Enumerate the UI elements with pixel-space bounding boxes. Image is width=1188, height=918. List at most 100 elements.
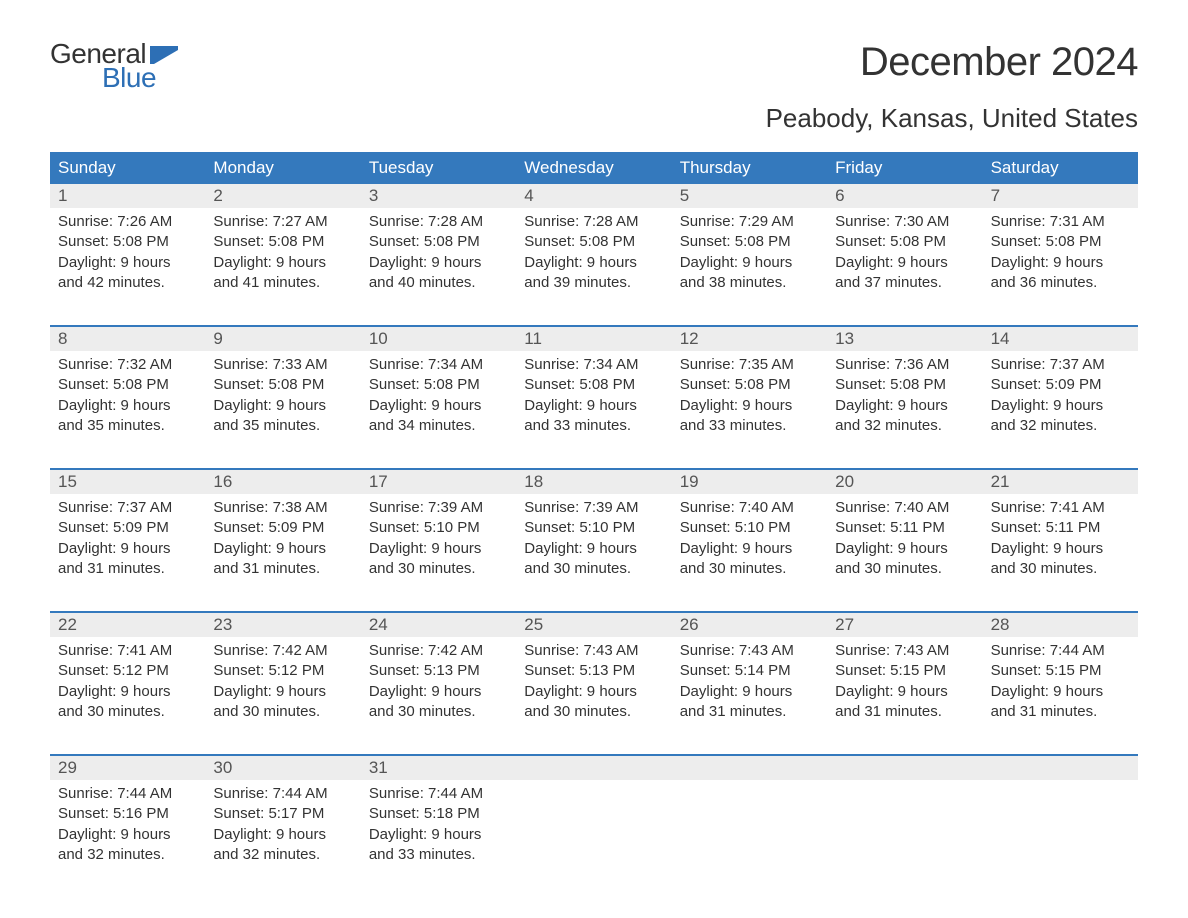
date-number: 19 <box>672 470 827 494</box>
day-cell: Sunrise: 7:27 AMSunset: 5:08 PMDaylight:… <box>205 208 360 297</box>
calendar-week: 891011121314Sunrise: 7:32 AMSunset: 5:08… <box>50 325 1138 440</box>
daylight-text-1: Daylight: 9 hours <box>58 825 197 845</box>
daylight-text-2: and 30 minutes. <box>369 702 508 722</box>
day-header-wed: Wednesday <box>516 152 671 184</box>
daylight-text-1: Daylight: 9 hours <box>524 396 663 416</box>
daylight-text-2: and 31 minutes. <box>58 559 197 579</box>
day-cell: Sunrise: 7:44 AMSunset: 5:17 PMDaylight:… <box>205 780 360 869</box>
date-number: 21 <box>983 470 1138 494</box>
date-number: 27 <box>827 613 982 637</box>
sunset-text: Sunset: 5:16 PM <box>58 804 197 824</box>
daylight-text-2: and 39 minutes. <box>524 273 663 293</box>
day-cell: Sunrise: 7:33 AMSunset: 5:08 PMDaylight:… <box>205 351 360 440</box>
date-row: 1234567 <box>50 184 1138 208</box>
sunset-text: Sunset: 5:11 PM <box>835 518 974 538</box>
sunrise-text: Sunrise: 7:30 AM <box>835 212 974 232</box>
day-cell: Sunrise: 7:44 AMSunset: 5:16 PMDaylight:… <box>50 780 205 869</box>
sunset-text: Sunset: 5:08 PM <box>213 232 352 252</box>
daylight-text-1: Daylight: 9 hours <box>524 682 663 702</box>
day-header-thu: Thursday <box>672 152 827 184</box>
day-header-row: Sunday Monday Tuesday Wednesday Thursday… <box>50 152 1138 184</box>
sunrise-text: Sunrise: 7:32 AM <box>58 355 197 375</box>
daylight-text-1: Daylight: 9 hours <box>835 539 974 559</box>
date-number: 9 <box>205 327 360 351</box>
daylight-text-2: and 30 minutes. <box>680 559 819 579</box>
daylight-text-1: Daylight: 9 hours <box>991 253 1130 273</box>
sunrise-text: Sunrise: 7:44 AM <box>991 641 1130 661</box>
day-cell: Sunrise: 7:29 AMSunset: 5:08 PMDaylight:… <box>672 208 827 297</box>
sunrise-text: Sunrise: 7:40 AM <box>835 498 974 518</box>
date-number: 26 <box>672 613 827 637</box>
day-cell: Sunrise: 7:44 AMSunset: 5:15 PMDaylight:… <box>983 637 1138 726</box>
daylight-text-1: Daylight: 9 hours <box>991 539 1130 559</box>
daylight-text-1: Daylight: 9 hours <box>58 539 197 559</box>
sunrise-text: Sunrise: 7:42 AM <box>369 641 508 661</box>
sunrise-text: Sunrise: 7:34 AM <box>524 355 663 375</box>
sunrise-text: Sunrise: 7:44 AM <box>58 784 197 804</box>
date-number <box>672 756 827 780</box>
weeks-container: 1234567Sunrise: 7:26 AMSunset: 5:08 PMDa… <box>50 184 1138 869</box>
day-cell: Sunrise: 7:43 AMSunset: 5:14 PMDaylight:… <box>672 637 827 726</box>
day-cell: Sunrise: 7:34 AMSunset: 5:08 PMDaylight:… <box>516 351 671 440</box>
sunrise-text: Sunrise: 7:39 AM <box>524 498 663 518</box>
date-number: 8 <box>50 327 205 351</box>
daylight-text-2: and 38 minutes. <box>680 273 819 293</box>
daylight-text-2: and 30 minutes. <box>369 559 508 579</box>
calendar: Sunday Monday Tuesday Wednesday Thursday… <box>50 152 1138 869</box>
daylight-text-1: Daylight: 9 hours <box>835 396 974 416</box>
day-cell: Sunrise: 7:34 AMSunset: 5:08 PMDaylight:… <box>361 351 516 440</box>
day-cell: Sunrise: 7:41 AMSunset: 5:12 PMDaylight:… <box>50 637 205 726</box>
daylight-text-1: Daylight: 9 hours <box>369 825 508 845</box>
day-cell: Sunrise: 7:44 AMSunset: 5:18 PMDaylight:… <box>361 780 516 869</box>
daylight-text-2: and 40 minutes. <box>369 273 508 293</box>
date-number: 3 <box>361 184 516 208</box>
daylight-text-2: and 30 minutes. <box>524 702 663 722</box>
day-cell <box>983 780 1138 869</box>
daylight-text-2: and 37 minutes. <box>835 273 974 293</box>
calendar-week: 1234567Sunrise: 7:26 AMSunset: 5:08 PMDa… <box>50 184 1138 297</box>
day-cell: Sunrise: 7:30 AMSunset: 5:08 PMDaylight:… <box>827 208 982 297</box>
daylight-text-2: and 32 minutes. <box>213 845 352 865</box>
daylight-text-2: and 31 minutes. <box>213 559 352 579</box>
date-number: 25 <box>516 613 671 637</box>
date-number: 1 <box>50 184 205 208</box>
sunset-text: Sunset: 5:08 PM <box>680 375 819 395</box>
sunrise-text: Sunrise: 7:37 AM <box>991 355 1130 375</box>
sunset-text: Sunset: 5:14 PM <box>680 661 819 681</box>
sunrise-text: Sunrise: 7:43 AM <box>835 641 974 661</box>
sunset-text: Sunset: 5:12 PM <box>213 661 352 681</box>
daylight-text-1: Daylight: 9 hours <box>213 253 352 273</box>
logo-text-blue: Blue <box>102 64 178 92</box>
sunset-text: Sunset: 5:08 PM <box>524 232 663 252</box>
date-number: 13 <box>827 327 982 351</box>
sunrise-text: Sunrise: 7:40 AM <box>680 498 819 518</box>
daylight-text-1: Daylight: 9 hours <box>213 825 352 845</box>
daylight-text-2: and 36 minutes. <box>991 273 1130 293</box>
day-cell: Sunrise: 7:28 AMSunset: 5:08 PMDaylight:… <box>516 208 671 297</box>
date-number: 2 <box>205 184 360 208</box>
daylight-text-1: Daylight: 9 hours <box>835 682 974 702</box>
title-block: December 2024 Peabody, Kansas, United St… <box>766 40 1138 144</box>
sunset-text: Sunset: 5:17 PM <box>213 804 352 824</box>
day-cell: Sunrise: 7:42 AMSunset: 5:12 PMDaylight:… <box>205 637 360 726</box>
day-cell: Sunrise: 7:35 AMSunset: 5:08 PMDaylight:… <box>672 351 827 440</box>
daylight-text-2: and 42 minutes. <box>58 273 197 293</box>
sunrise-text: Sunrise: 7:34 AM <box>369 355 508 375</box>
sunset-text: Sunset: 5:09 PM <box>991 375 1130 395</box>
header: General Blue December 2024 Peabody, Kans… <box>50 40 1138 144</box>
sunrise-text: Sunrise: 7:36 AM <box>835 355 974 375</box>
daylight-text-1: Daylight: 9 hours <box>213 682 352 702</box>
day-cell: Sunrise: 7:38 AMSunset: 5:09 PMDaylight:… <box>205 494 360 583</box>
sunset-text: Sunset: 5:08 PM <box>835 375 974 395</box>
data-row: Sunrise: 7:32 AMSunset: 5:08 PMDaylight:… <box>50 351 1138 440</box>
day-cell: Sunrise: 7:40 AMSunset: 5:10 PMDaylight:… <box>672 494 827 583</box>
day-cell: Sunrise: 7:28 AMSunset: 5:08 PMDaylight:… <box>361 208 516 297</box>
day-cell <box>827 780 982 869</box>
daylight-text-2: and 30 minutes. <box>58 702 197 722</box>
date-number: 23 <box>205 613 360 637</box>
sunrise-text: Sunrise: 7:39 AM <box>369 498 508 518</box>
day-cell <box>672 780 827 869</box>
sunset-text: Sunset: 5:12 PM <box>58 661 197 681</box>
day-header-sat: Saturday <box>983 152 1138 184</box>
date-number: 30 <box>205 756 360 780</box>
